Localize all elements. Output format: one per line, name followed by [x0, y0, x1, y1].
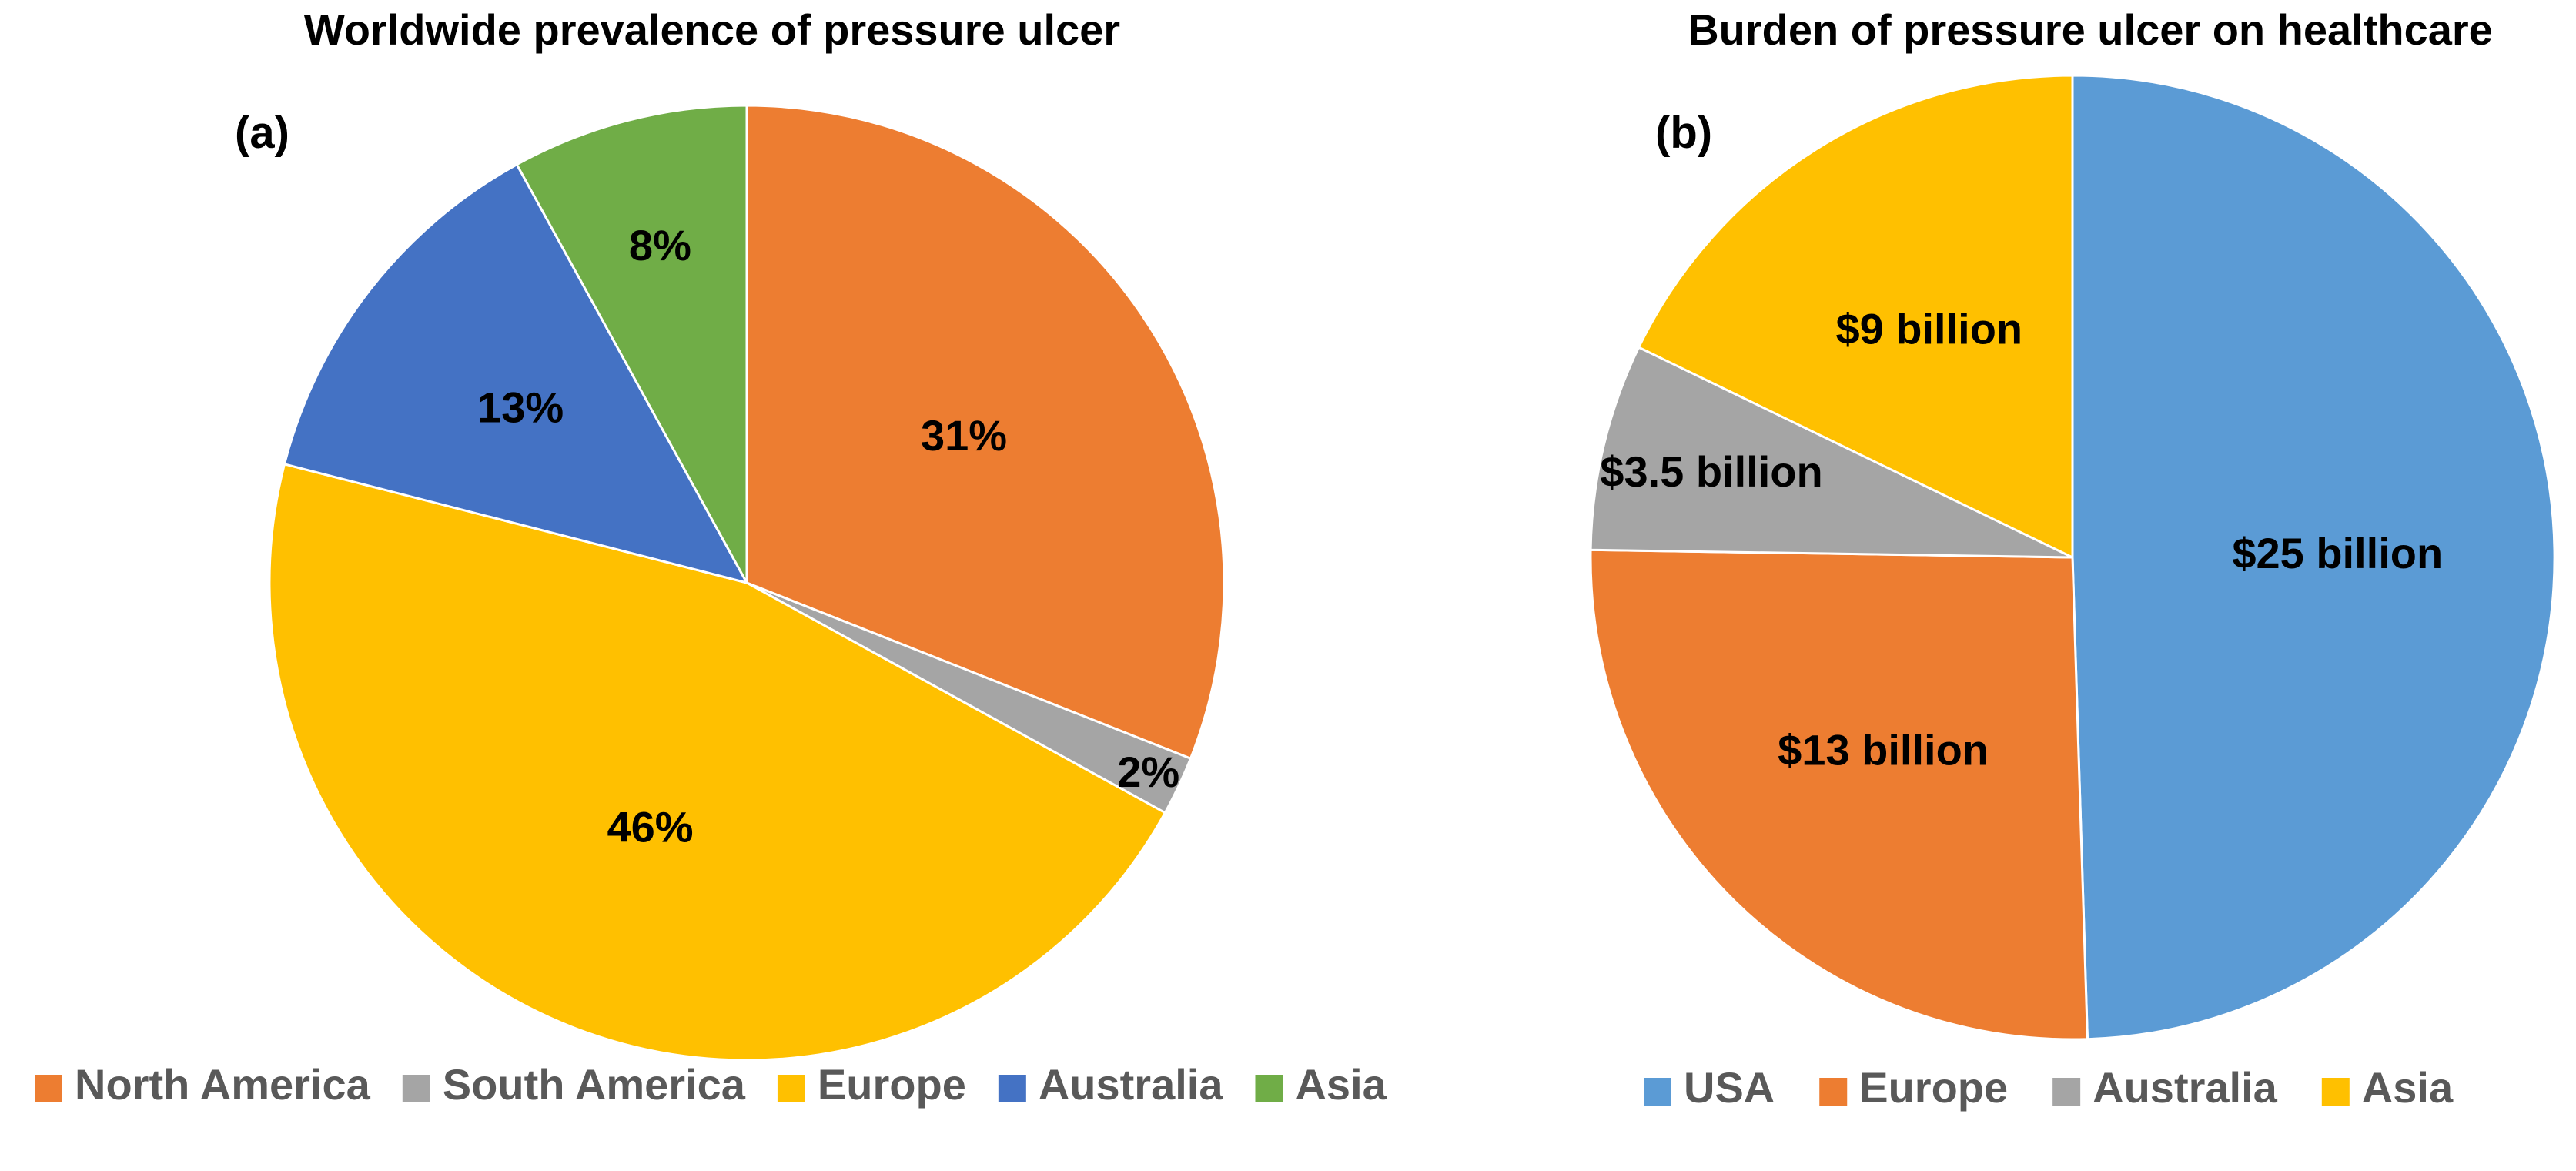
chart-b-panel-label: (b): [1655, 108, 1712, 158]
legend-swatch-north-america: [35, 1075, 62, 1102]
data-label-asia: $9 billion: [1835, 305, 2022, 353]
data-label-north-america: 31%: [921, 411, 1007, 460]
chart-a-pie: [268, 104, 1226, 1062]
legend-swatch-asia: [2321, 1078, 2350, 1106]
legend-item-australia: Australia: [998, 1060, 1223, 1109]
legend-item-asia: Asia: [2321, 1063, 2454, 1112]
legend-swatch-australia: [2052, 1078, 2081, 1106]
pie-slice-europe: [1589, 548, 2089, 1041]
legend-label-north-america: North America: [75, 1060, 371, 1109]
chart-b-pie: [1589, 74, 2556, 1041]
chart-b-title: Burden of pressure ulcer on healthcare: [1688, 5, 2493, 54]
data-label-europe: 46%: [607, 803, 693, 851]
pie-slice-asia: [1637, 74, 2074, 560]
pie-slice-europe: [268, 462, 1167, 1062]
legend-label-asia: Asia: [1295, 1060, 1387, 1109]
legend-item-asia: Asia: [1255, 1060, 1387, 1109]
chart-a-legend: North America South America Europe Australi…: [35, 1060, 1387, 1109]
pie-slice-australia: [283, 162, 749, 585]
legend-item-australia: Australia: [2052, 1063, 2278, 1112]
legend-swatch-europe: [777, 1075, 805, 1102]
legend-label-europe: Europe: [1859, 1063, 2008, 1112]
legend-item-north-america: North America: [35, 1060, 371, 1109]
legend-label-australia: Australia: [2093, 1063, 2277, 1112]
chart-a-data-labels: 31% 2% 46% 13% 8%: [477, 221, 1179, 851]
legend-swatch-europe: [1819, 1078, 1848, 1106]
chart-a-panel-label: (a): [235, 108, 289, 158]
chart-b: Burden of pressure ulcer on healthcare (…: [1589, 5, 2556, 1112]
data-label-asia: 8%: [629, 221, 691, 269]
legend-item-usa: USA: [1644, 1063, 1775, 1112]
data-label-europe: $13 billion: [1778, 725, 1989, 774]
data-label-australia: $3.5 billion: [1600, 447, 1822, 496]
legend-label-australia: Australia: [1039, 1060, 1223, 1109]
legend-swatch-usa: [1644, 1078, 1671, 1106]
pie-slice-australia: [1589, 346, 2073, 559]
chart-b-legend: USA Europe Australia Asia: [1644, 1063, 2454, 1112]
legend-label-europe: Europe: [818, 1060, 966, 1109]
legend-label-south-america: South America: [443, 1060, 746, 1109]
data-label-australia: 13%: [477, 383, 564, 432]
chart-a: Worldwide prevalence of pressure ulcer (…: [35, 5, 1387, 1109]
pie-slice-usa: [2071, 74, 2556, 1041]
pie-slice-asia: [515, 104, 748, 584]
legend-item-europe: Europe: [777, 1060, 966, 1109]
data-label-south-america: 2%: [1117, 748, 1179, 796]
legend-item-south-america: South America: [402, 1060, 746, 1109]
legend-swatch-asia: [1255, 1075, 1283, 1102]
legend-swatch-australia: [998, 1075, 1026, 1102]
legend-label-usa: USA: [1684, 1063, 1775, 1112]
pie-slice-north-america: [745, 104, 1226, 761]
chart-b-data-labels: $25 billion $13 billion $3.5 billion $9 bil…: [1600, 305, 2443, 775]
legend-swatch-south-america: [402, 1075, 430, 1102]
legend-label-asia: Asia: [2362, 1063, 2454, 1112]
legend-item-europe: Europe: [1819, 1063, 2008, 1112]
data-label-usa: $25 billion: [2232, 529, 2443, 577]
chart-a-title: Worldwide prevalence of pressure ulcer: [304, 5, 1120, 54]
